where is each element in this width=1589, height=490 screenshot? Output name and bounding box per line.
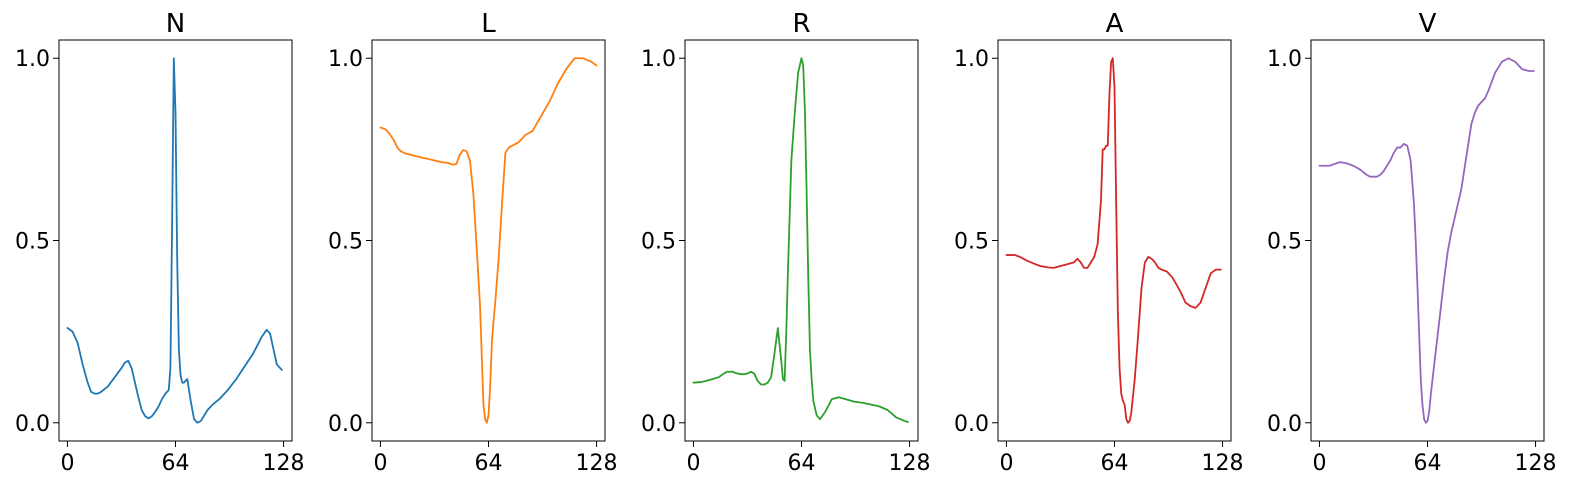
panel-title-r: R: [792, 9, 810, 39]
x-tick-label-n-0: 0: [60, 451, 74, 476]
axes-frame-n: [58, 39, 293, 442]
panel-a: A 0 64 128 0.0 0.5 1.0: [954, 9, 1244, 476]
y-tick-label-l-1: 0.5: [328, 230, 363, 255]
panel-title-v: V: [1419, 9, 1437, 39]
y-tick-label-a-2: 1.0: [954, 47, 989, 72]
x-tick-label-n-1: 64: [162, 451, 190, 476]
y-tick-label-l-2: 1.0: [328, 47, 363, 72]
y-tick-label-r-0: 0.0: [641, 412, 676, 437]
axes-frame-v: [1310, 39, 1545, 442]
x-tick-label-a-1: 64: [1101, 451, 1129, 476]
panel-title-n: N: [166, 9, 185, 39]
axes-frame-a: [997, 39, 1232, 442]
x-tick-label-l-0: 0: [373, 451, 387, 476]
x-tick-label-r-0: 0: [686, 451, 700, 476]
panels: N 0 64 128 0.0 0.5 1.0 L 0 64 128 0.0 0.5 1.0 R 0 64 128 0…: [15, 9, 1557, 476]
y-tick-label-r-1: 0.5: [641, 230, 676, 255]
y-tick-label-a-1: 0.5: [954, 230, 989, 255]
x-tick-label-v-2: 128: [1515, 451, 1557, 476]
y-tick-label-r-2: 1.0: [641, 47, 676, 72]
series-line-a: [1005, 57, 1222, 424]
x-tick-label-n-2: 128: [263, 451, 305, 476]
x-tick-label-a-0: 0: [999, 451, 1013, 476]
panel-r: R 0 64 128 0.0 0.5 1.0: [641, 9, 931, 476]
x-tick-label-r-1: 64: [788, 451, 816, 476]
x-tick-label-l-1: 64: [475, 451, 503, 476]
y-tick-label-v-2: 1.0: [1267, 47, 1302, 72]
x-tick-label-v-1: 64: [1414, 451, 1442, 476]
x-tick-label-l-2: 128: [576, 451, 618, 476]
y-tick-label-v-0: 0.0: [1267, 412, 1302, 437]
series-line-v: [1318, 57, 1535, 424]
y-tick-label-a-0: 0.0: [954, 412, 989, 437]
panel-title-a: A: [1106, 9, 1124, 39]
panel-title-l: L: [481, 9, 496, 39]
x-tick-label-r-2: 128: [889, 451, 931, 476]
y-tick-label-n-1: 0.5: [15, 230, 50, 255]
y-tick-label-n-0: 0.0: [15, 412, 50, 437]
x-tick-label-v-0: 0: [1312, 451, 1326, 476]
panel-n: N 0 64 128 0.0 0.5 1.0: [15, 9, 305, 476]
series-line-r: [692, 57, 909, 423]
y-tick-label-l-0: 0.0: [328, 412, 363, 437]
series-line-n: [66, 57, 283, 424]
series-line-l: [379, 57, 598, 424]
y-tick-label-v-1: 0.5: [1267, 230, 1302, 255]
panel-v: V 0 64 128 0.0 0.5 1.0: [1267, 9, 1557, 476]
x-tick-label-a-2: 128: [1202, 451, 1244, 476]
y-tick-label-n-2: 1.0: [15, 47, 50, 72]
panel-l: L 0 64 128 0.0 0.5 1.0: [328, 9, 618, 476]
axes-frame-r: [684, 39, 919, 442]
axes-frame-l: [371, 39, 606, 442]
